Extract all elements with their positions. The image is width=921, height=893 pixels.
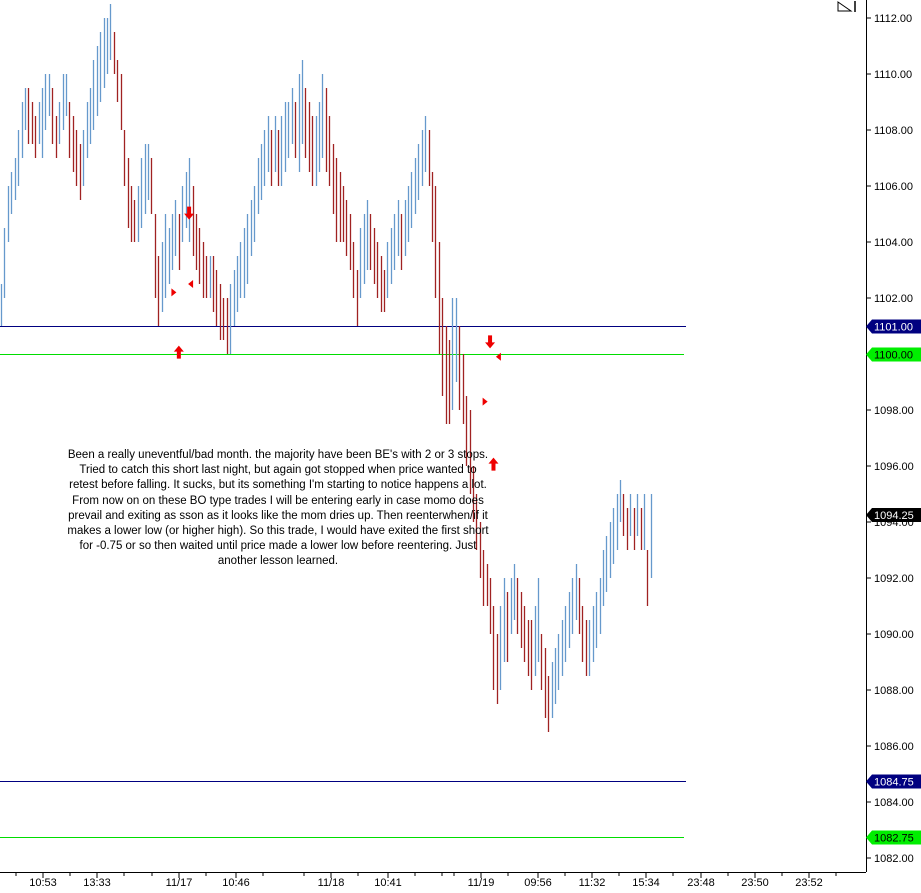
x-tick-label: 15:34	[632, 877, 660, 889]
y-tick-label: 1084.00	[874, 797, 914, 809]
x-tick-label: 23:48	[687, 877, 715, 889]
y-tick-label: 1098.00	[874, 405, 914, 417]
sell-arrow	[184, 206, 195, 220]
x-tick-label: 13:33	[83, 877, 111, 889]
y-tick-label: 1106.00	[874, 181, 913, 193]
last-price-label: 1094.25	[874, 510, 914, 522]
y-tick-label: 1110.00	[874, 69, 912, 81]
buy-arrow	[488, 457, 499, 471]
price-label: 1101.00	[874, 322, 913, 334]
y-tick-label: 1112.00	[874, 13, 912, 25]
x-tick-label: 09:56	[524, 877, 552, 889]
exit-marker	[495, 352, 501, 361]
x-tick-label: 10:41	[374, 877, 402, 889]
x-tick-label: 11/17	[166, 877, 193, 889]
y-tick-label: 1092.00	[874, 573, 914, 585]
x-tick-label: 11/19	[468, 877, 495, 889]
last-price-box	[866, 508, 921, 522]
entry-marker	[171, 288, 177, 297]
y-tick-label: 1082.00	[874, 853, 914, 865]
sell-arrow	[485, 335, 496, 349]
y-tick-label: 1090.00	[874, 629, 914, 641]
y-tick-label: 1086.00	[874, 741, 914, 753]
x-tick-label: 10:53	[29, 877, 57, 889]
x-tick-label: 23:52	[795, 877, 823, 889]
price-label: 1084.75	[874, 777, 914, 789]
entry-marker	[482, 397, 488, 406]
x-tick-label: 23:50	[741, 877, 769, 889]
exit-marker	[188, 280, 194, 288]
y-tick-label: 1108.00	[874, 125, 913, 137]
y-tick-label: 1102.00	[874, 293, 913, 305]
x-tick-label: 11:32	[579, 877, 606, 889]
price-label-box	[866, 347, 921, 362]
buy-arrow	[173, 345, 184, 359]
price-label: 1082.75	[874, 833, 914, 845]
y-tick-label: 1088.00	[874, 685, 914, 697]
price-label-box	[866, 830, 921, 845]
price-label-box	[866, 319, 921, 334]
price-label-box	[866, 774, 921, 789]
x-tick-label: 11/18	[318, 877, 345, 889]
y-tick-label: 1096.00	[874, 461, 914, 473]
y-tick-label: 1104.00	[874, 237, 913, 249]
collapse-icon[interactable]	[836, 0, 862, 14]
chart-annotation: Been a really uneventful/bad month. the …	[67, 449, 489, 568]
x-tick-label: 10:46	[222, 877, 250, 889]
price-label: 1100.00	[874, 350, 913, 362]
